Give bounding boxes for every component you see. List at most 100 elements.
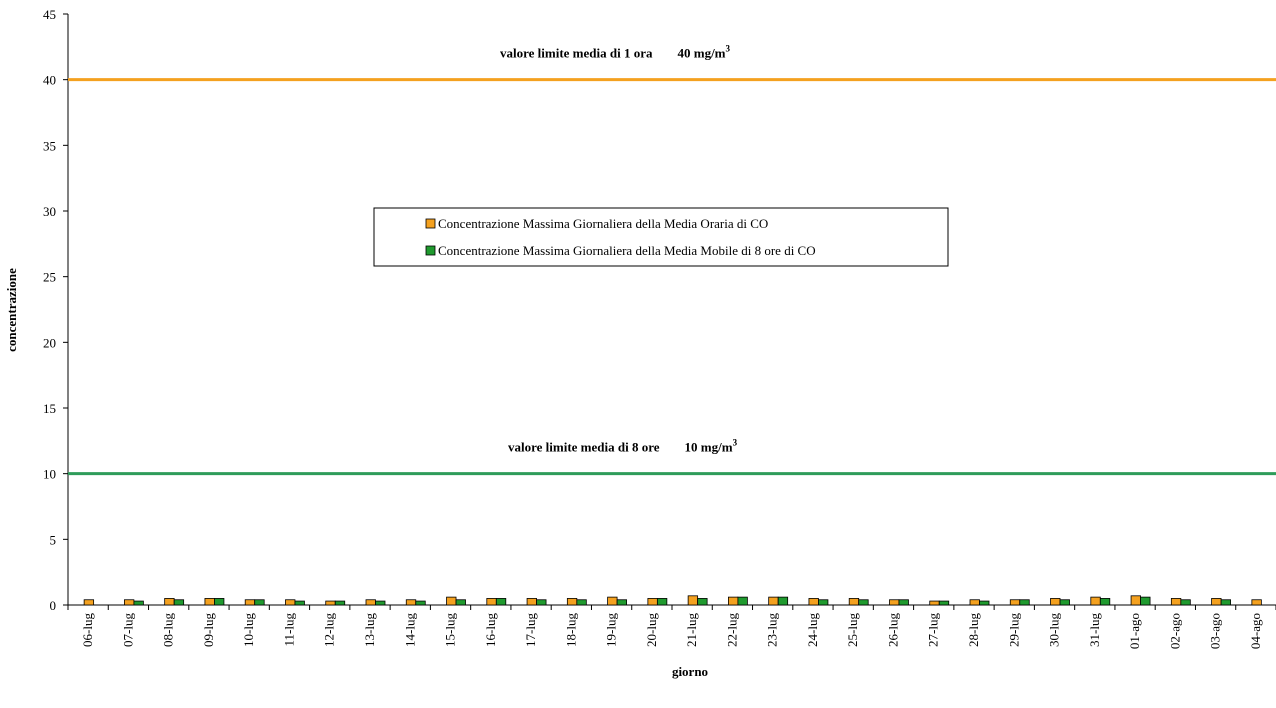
bar [526,598,537,606]
bar [607,596,618,606]
reference-label-text: valore limite media di 1 ora [500,46,653,61]
reference-superscript: 3 [726,44,731,54]
bar [455,599,466,606]
bar [405,599,417,606]
x-tick-label: 07-lug [120,613,135,647]
reference-value-text: 40 mg/m [677,46,725,61]
bar [164,598,175,606]
x-tick-label: 06-lug [80,613,95,647]
x-tick-label: 22-lug [724,613,739,647]
bar [294,600,305,606]
bar [1140,596,1151,606]
bar [728,596,739,606]
x-tick-label: 18-lug [563,613,578,647]
bar [495,598,507,606]
bar [173,599,185,606]
x-tick-label: 19-lug [604,613,619,647]
bar [1180,599,1191,606]
y-tick-label: 10 [43,467,56,482]
legend-label: Concentrazione Massima Giornaliera della… [438,216,768,231]
bar [486,598,497,606]
bar [124,599,135,606]
x-tick-label: 29-lug [1006,613,1021,647]
x-tick-label: 17-lug [523,613,538,647]
bar [979,600,990,606]
y-axis-label: concentrazione [4,268,19,352]
x-tick-label: 26-lug [885,613,900,647]
bar [1211,598,1222,606]
bar [204,598,215,606]
bar [254,599,265,606]
bar [898,599,909,606]
x-tick-label: 30-lug [1047,613,1062,647]
bar [969,599,980,606]
reference-label: valore limite media di 1 ora 40 mg/m3 [500,44,731,61]
bar [1130,595,1141,606]
x-tick-label: 21-lug [684,613,699,647]
bar [889,599,900,606]
bar [576,599,587,606]
y-tick-label: 30 [43,204,56,219]
bar [365,599,376,606]
x-tick-label: 10-lug [241,613,256,647]
bar [1009,599,1021,606]
reference-value-text: 10 mg/m [685,440,733,455]
x-tick-label: 04-ago [1248,613,1263,649]
bar [647,598,658,606]
x-tick-label: 11-lug [281,613,296,647]
bar [1059,599,1070,606]
x-tick-label: 01-ago [1127,613,1142,649]
bar [818,599,829,606]
y-tick-label: 5 [50,532,57,547]
bar [808,598,819,606]
legend-box [373,207,949,267]
bar [285,599,296,606]
reference-superscript: 3 [733,438,738,448]
bar [375,600,386,606]
bar [1220,599,1231,606]
y-tick-label: 15 [43,401,56,416]
y-tick-label: 35 [43,138,56,153]
bar [1170,598,1182,606]
bar [1090,596,1101,606]
reference-label-text: valore limite media di 8 ore [508,440,660,455]
bar [1050,598,1061,606]
bar [536,599,547,606]
x-tick-label: 09-lug [201,613,216,647]
x-tick-label: 24-lug [805,613,820,647]
bar [415,600,426,606]
y-tick-label: 20 [43,335,56,350]
bar [1251,599,1262,606]
bar [848,598,860,606]
bar [214,598,225,606]
bar [325,600,336,606]
x-tick-label: 31-lug [1087,613,1102,647]
bar [1099,598,1111,606]
bar [687,595,699,606]
x-tick-label: 16-lug [483,613,498,647]
bar [133,600,144,606]
x-tick-label: 15-lug [443,613,458,647]
bar [768,596,779,606]
y-tick-label: 45 [43,7,56,22]
x-tick-label: 12-lug [322,613,337,647]
bar [566,598,578,606]
legend-swatch [425,245,436,256]
bar [1019,599,1030,606]
x-tick-label: 27-lug [926,613,941,647]
bar [244,599,256,606]
x-tick-label: 13-lug [362,613,377,647]
x-tick-label: 03-ago [1208,613,1223,649]
bar [737,596,748,606]
x-tick-label: 08-lug [161,613,176,647]
y-tick-label: 25 [43,270,56,285]
bar [83,599,95,606]
x-tick-label: 23-lug [765,613,780,647]
bar [334,600,346,606]
x-tick-label: 28-lug [966,613,981,647]
x-tick-label: 25-lug [845,613,860,647]
bar [938,600,950,606]
x-tick-label: 20-lug [644,613,659,647]
legend-swatch [425,218,436,229]
